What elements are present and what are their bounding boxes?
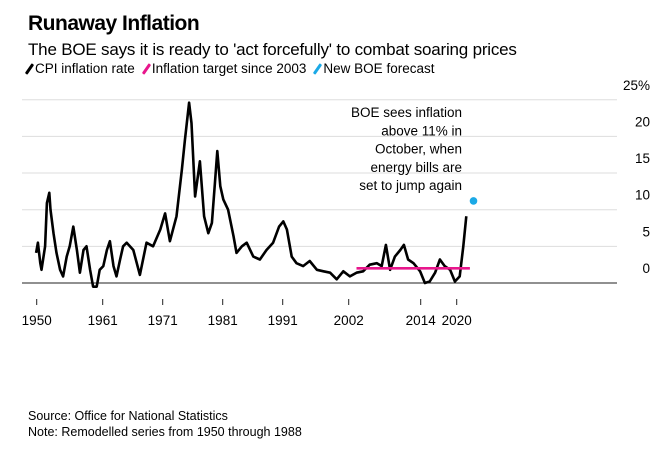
y-tick-label: 15: [635, 151, 650, 166]
source-note: Source: Office for National Statistics: [28, 409, 228, 423]
y-tick-label: 0: [642, 261, 650, 276]
boe-forecast-point: [469, 197, 478, 205]
legend: CPI inflation rate Inflation target sinc…: [24, 61, 435, 76]
y-tick-label: 20: [635, 114, 650, 129]
y-tick-label: 25%: [623, 78, 650, 93]
x-tick-label: 1991: [268, 313, 298, 328]
annotation-line: energy bills are: [370, 160, 462, 175]
y-tick-label: 5: [642, 224, 650, 239]
x-tick-label: 1971: [148, 313, 178, 328]
legend-item-forecast: New BOE forecast: [313, 61, 435, 76]
legend-label: Inflation target since 2003: [151, 61, 307, 76]
x-tick-label: 2014: [406, 313, 437, 328]
chart-title: Runaway Inflation: [28, 12, 200, 35]
legend-item-target: Inflation target since 2003: [141, 61, 307, 76]
x-tick-label: 1961: [88, 313, 118, 328]
legend-label: New BOE forecast: [323, 61, 435, 76]
annotation-line: above 11% in: [381, 123, 462, 138]
x-tick-label: 1981: [208, 313, 238, 328]
annotation-line: set to jump again: [359, 178, 462, 193]
legend-item-cpi: CPI inflation rate: [24, 61, 135, 76]
chart-subtitle: The BOE says it is ready to 'act forcefu…: [28, 40, 517, 59]
x-tick-label: 1950: [22, 313, 52, 328]
legend-label: CPI inflation rate: [35, 61, 135, 76]
y-tick-label: 10: [635, 188, 650, 203]
x-tick-label: 2020: [442, 313, 472, 328]
cpi-inflation-line: [34, 101, 468, 288]
remodel-note: Note: Remodelled series from 1950 throug…: [28, 425, 302, 439]
x-tick-label: 2002: [334, 313, 364, 328]
annotation-line: October, when: [375, 142, 462, 157]
annotation-line: BOE sees inflation: [351, 105, 462, 120]
